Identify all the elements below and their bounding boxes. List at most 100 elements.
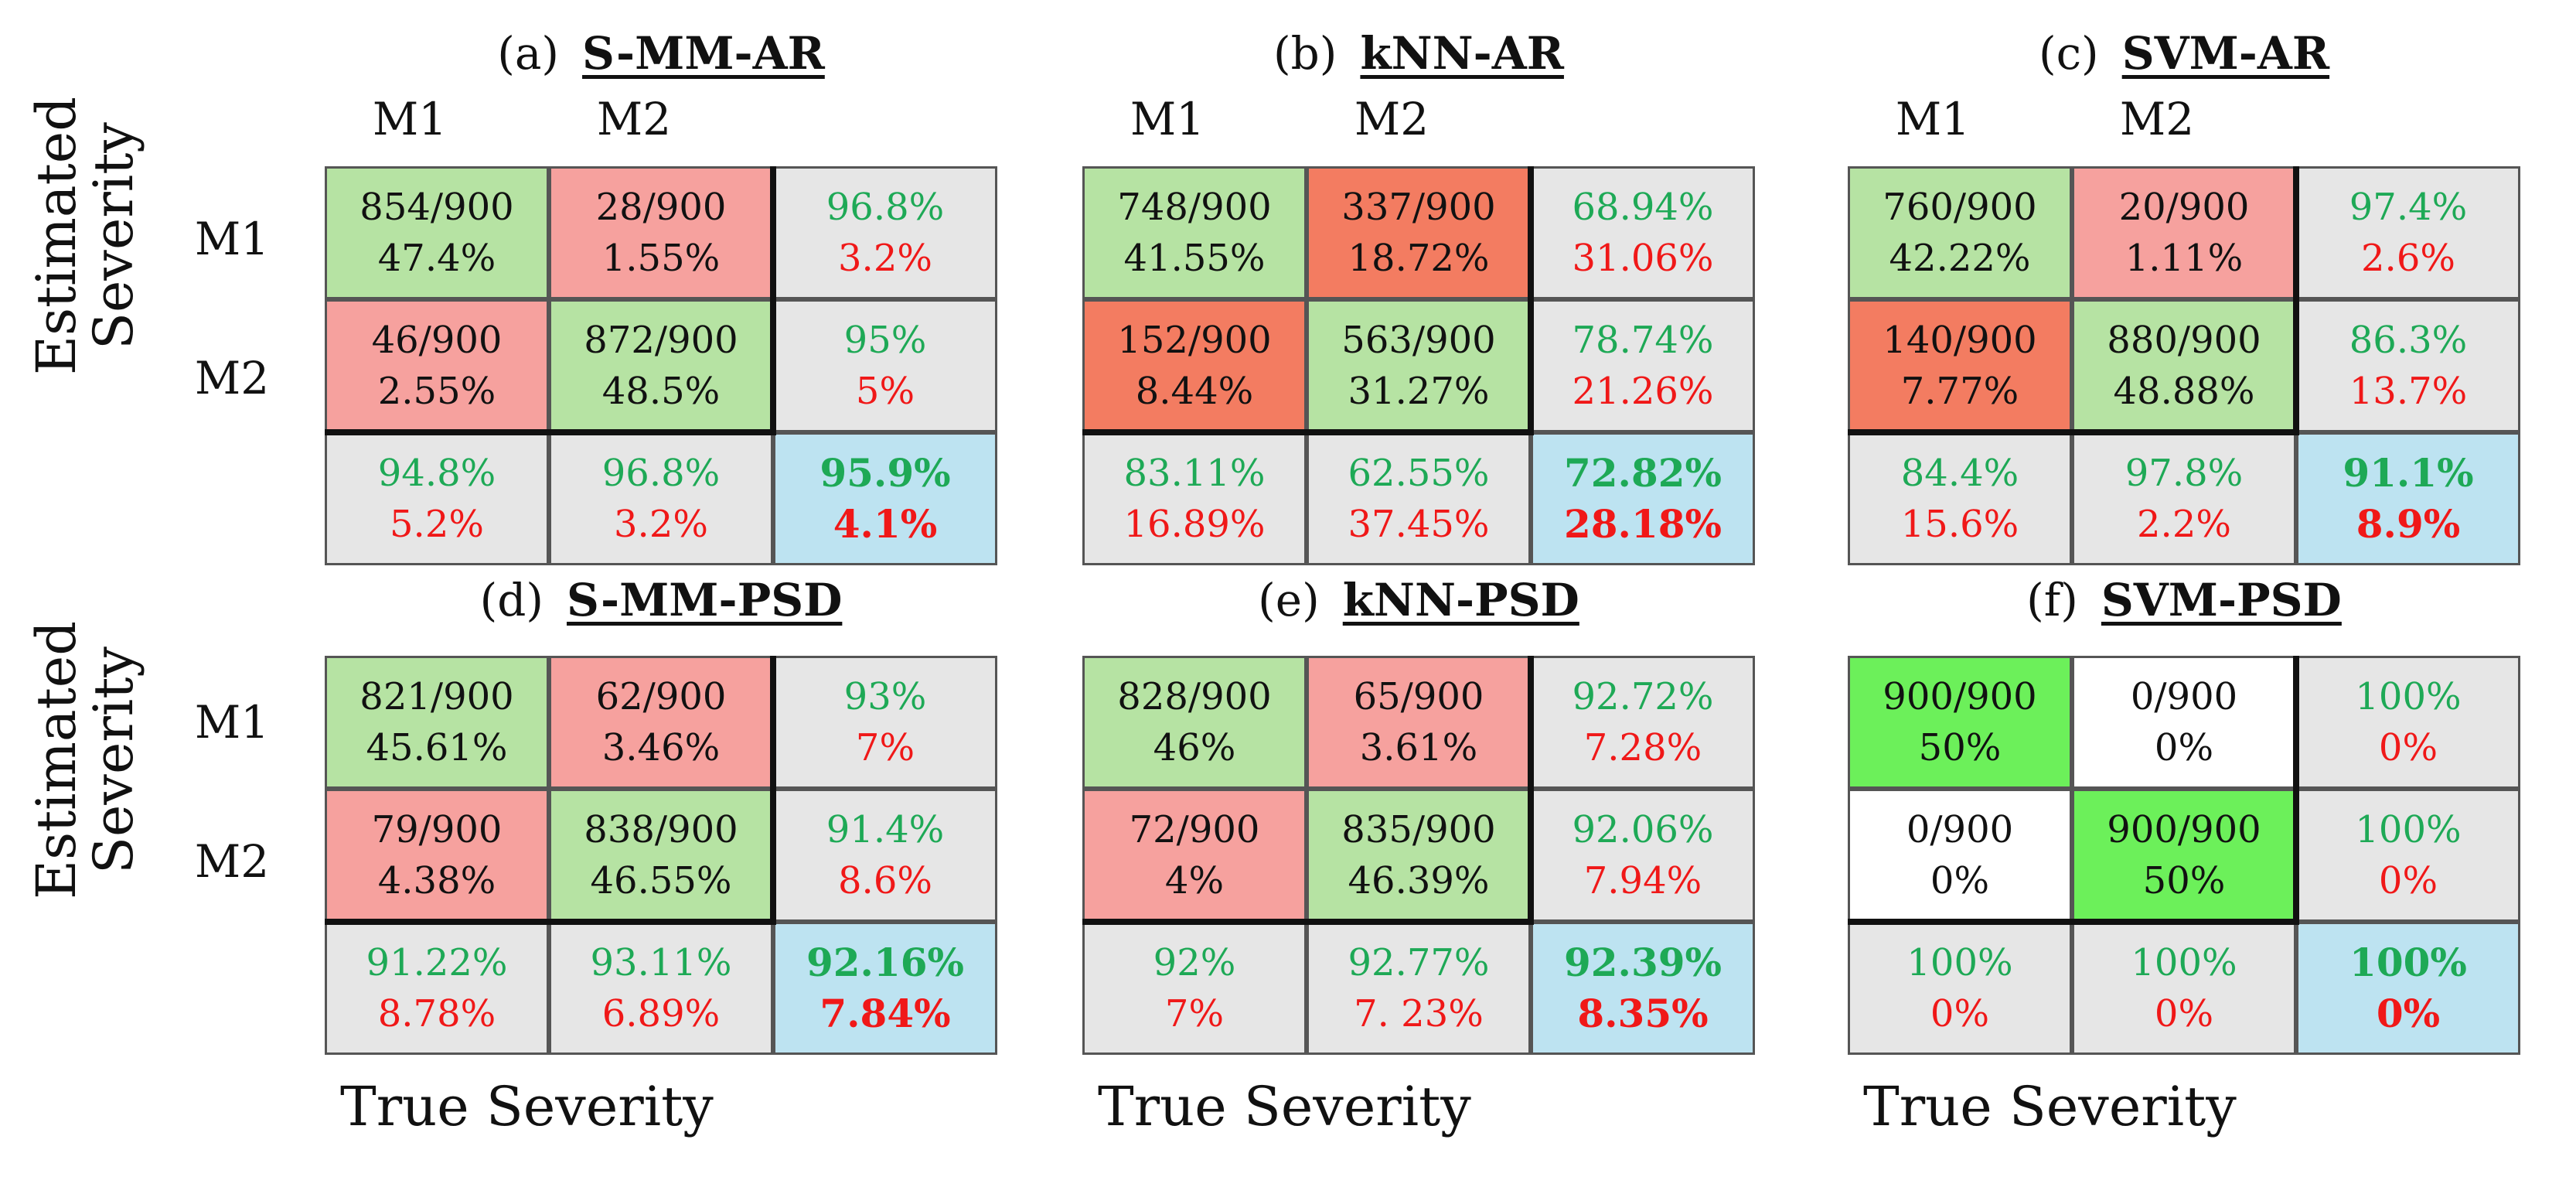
y-axis-label-line2: Severity	[82, 122, 145, 350]
matrix-cell-line1: 835/900	[1341, 808, 1496, 851]
overall-accuracy-cell-line1: 92.16%	[806, 940, 965, 985]
column-total-cell-line1: 97.8%	[2125, 452, 2244, 495]
panel-name: SVM-PSD	[2101, 574, 2342, 626]
matrix-cell-line1: 854/900	[359, 186, 514, 229]
matrix-cell: 854/900 47.4%	[325, 166, 549, 299]
row-total-cell-line2: 0%	[2378, 726, 2438, 769]
matrix-cell-line1: 46/900	[371, 319, 503, 362]
panel-title: (e) kNN-PSD	[1258, 574, 1579, 626]
overall-accuracy-cell: 95.9% 4.1%	[773, 432, 997, 565]
row-total-cell-line1: 92.72%	[1572, 675, 1714, 718]
overall-accuracy-cell: 92.16% 7.84%	[773, 922, 997, 1055]
column-total-cell: 83.11% 16.89%	[1082, 432, 1307, 565]
row-total-cell-line1: 95%	[843, 319, 927, 362]
row-total-cell-line1: 78.74%	[1572, 319, 1714, 362]
overall-accuracy-cell-line2: 4.1%	[833, 501, 938, 547]
matrix-cell: 20/900 1.11%	[2072, 166, 2296, 299]
matrix-cell-line1: 900/900	[1883, 675, 2037, 718]
column-total-cell-line2: 0%	[2154, 992, 2214, 1035]
matrix-cell-line1: 880/900	[2107, 319, 2261, 362]
row-total-cell-line2: 7.28%	[1583, 726, 1702, 769]
y-axis-label-top: Estimated Severity	[8, 43, 162, 429]
matrix-cell-line2: 46.55%	[590, 859, 732, 902]
column-total-cell-line1: 62.55%	[1348, 452, 1490, 495]
column-total-cell-line2: 7%	[1164, 992, 1225, 1035]
column-total-cell: 97.8% 2.2%	[2072, 432, 2296, 565]
panel-tag: (f)	[2026, 574, 2078, 626]
panel-tag: (e)	[1258, 574, 1320, 626]
matrix-cell: 65/900 3.61%	[1307, 656, 1531, 789]
column-label: M2	[1354, 93, 1429, 145]
column-total-cell-line1: 83.11%	[1123, 452, 1266, 495]
row-label-m2-bottom: M2	[194, 835, 270, 888]
matrix-cell: 835/900 46.39%	[1307, 789, 1531, 922]
matrix-cell-line1: 152/900	[1117, 319, 1272, 362]
panel-tag: (a)	[497, 27, 560, 80]
matrix-cell: 152/900 8.44%	[1082, 299, 1307, 432]
row-total-cell-line1: 100%	[2355, 675, 2462, 718]
column-total-cell-line2: 3.2%	[614, 503, 708, 546]
matrix-cell-line2: 2.55%	[377, 370, 496, 413]
matrix-cell-line2: 7.77%	[1900, 370, 2019, 413]
row-label-m1-top: M1	[194, 213, 270, 265]
matrix-cell-line2: 46.39%	[1348, 859, 1490, 902]
separator-vertical	[2293, 656, 2299, 925]
column-total-cell: 93.11% 6.89%	[549, 922, 773, 1055]
overall-accuracy-cell-line1: 95.9%	[819, 450, 951, 496]
column-label: M2	[2119, 93, 2195, 145]
separator-vertical	[770, 166, 776, 435]
row-total-cell-line2: 8.6%	[838, 859, 932, 902]
matrix-cell-line2: 48.5%	[601, 370, 721, 413]
row-total-cell: 100% 0%	[2296, 789, 2520, 922]
panel-title: (b) kNN-AR	[1273, 27, 1564, 80]
column-total-cell-line1: 96.8%	[601, 452, 721, 495]
matrix-cell-line2: 42.22%	[1889, 237, 2031, 280]
matrix-cell: 0/900 0%	[2072, 656, 2296, 789]
panel-name: S-MM-AR	[582, 27, 825, 80]
column-total-cell-line1: 94.8%	[377, 452, 496, 495]
column-total-cell-line2: 7. 23%	[1354, 992, 1484, 1035]
matrix-cell-line2: 0%	[1930, 859, 1990, 902]
row-total-cell: 92.06% 7.94%	[1531, 789, 1755, 922]
column-total-cell-line2: 16.89%	[1123, 503, 1266, 546]
matrix-cell-line2: 50%	[2142, 859, 2226, 902]
row-total-cell: 86.3% 13.7%	[2296, 299, 2520, 432]
panel-title: (f) SVM-PSD	[2026, 574, 2342, 626]
row-total-cell-line2: 21.26%	[1572, 370, 1714, 413]
column-total-cell-line1: 92.77%	[1348, 941, 1490, 984]
row-total-cell: 95% 5%	[773, 299, 997, 432]
row-total-cell-line2: 7.94%	[1583, 859, 1702, 902]
matrix-cell-line2: 4%	[1164, 859, 1225, 902]
column-total-cell: 100% 0%	[2072, 922, 2296, 1055]
matrix-cell: 79/900 4.38%	[325, 789, 549, 922]
column-total-cell-line2: 5.2%	[390, 503, 484, 546]
matrix-cell-line1: 62/900	[595, 675, 727, 718]
overall-accuracy-cell-line2: 28.18%	[1563, 501, 1722, 547]
row-total-cell-line1: 91.4%	[826, 808, 945, 851]
matrix-cell-line1: 748/900	[1117, 186, 1272, 229]
matrix-cell: 828/900 46%	[1082, 656, 1307, 789]
separator-horizontal	[325, 429, 776, 435]
row-total-cell-line1: 68.94%	[1572, 186, 1714, 229]
matrix-cell-line2: 18.72%	[1348, 237, 1490, 280]
matrix-cell: 900/900 50%	[2072, 789, 2296, 922]
row-total-cell-line2: 7%	[855, 726, 915, 769]
column-total-cell-line2: 6.89%	[601, 992, 721, 1035]
matrix-cell-line1: 79/900	[371, 808, 503, 851]
matrix-cell-line2: 31.27%	[1348, 370, 1490, 413]
overall-accuracy-cell-line2: 0%	[2376, 991, 2441, 1036]
row-total-cell-line1: 93%	[843, 675, 927, 718]
overall-accuracy-cell-line1: 72.82%	[1563, 450, 1722, 496]
matrix-cell: 821/900 45.61%	[325, 656, 549, 789]
matrix-cell: 337/900 18.72%	[1307, 166, 1531, 299]
row-total-cell-line1: 96.8%	[826, 186, 945, 229]
separator-vertical	[770, 656, 776, 925]
separator-horizontal	[1082, 919, 1534, 925]
matrix-cell: 838/900 46.55%	[549, 789, 773, 922]
matrix-cell-line1: 760/900	[1883, 186, 2037, 229]
y-axis-label-line1: Estimated	[25, 97, 88, 376]
row-total-cell-line2: 5%	[855, 370, 915, 413]
matrix-cell-line1: 72/900	[1129, 808, 1260, 851]
separator-vertical	[1528, 166, 1534, 435]
panel-tag: (b)	[1273, 27, 1337, 80]
